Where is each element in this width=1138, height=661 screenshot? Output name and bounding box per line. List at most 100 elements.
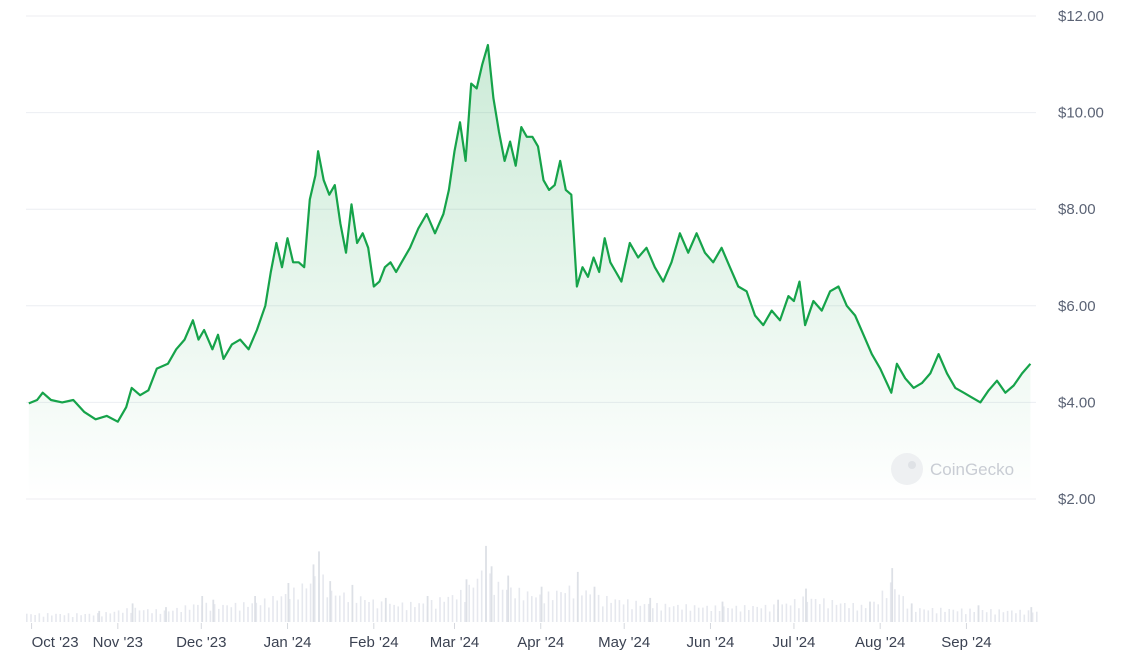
x-tick-label: Nov '23 — [93, 634, 143, 651]
volume-bar — [418, 603, 420, 622]
volume-bar — [614, 599, 617, 622]
volume-bar — [639, 605, 642, 622]
volume-bar — [831, 600, 834, 622]
volume-bar — [389, 603, 391, 622]
volume-bar — [915, 611, 917, 622]
volume-bar — [973, 612, 975, 622]
volume-bar — [748, 610, 750, 622]
volume-bar — [476, 578, 479, 622]
volume-bar — [814, 599, 817, 622]
volume-bar — [602, 606, 604, 622]
volume-bar — [618, 600, 621, 622]
volume-bar — [756, 606, 758, 622]
volume-bar — [254, 596, 256, 622]
volume-bar — [105, 612, 107, 622]
volume-bar — [309, 583, 312, 622]
volume-bar — [222, 604, 224, 622]
volume-bar — [234, 602, 237, 622]
volume-bar — [560, 592, 562, 622]
volume-bar — [902, 596, 904, 622]
volume-bar — [184, 605, 187, 622]
volume-bar — [251, 603, 253, 622]
volume-bar — [593, 586, 596, 622]
volume-bar — [514, 598, 516, 622]
volume-bar — [710, 611, 713, 622]
volume-bar — [885, 598, 888, 622]
volume-bar — [540, 586, 543, 622]
volume-bar — [764, 604, 767, 622]
volume-bar — [243, 602, 245, 622]
volume-bar — [556, 590, 558, 622]
volume-bar — [268, 607, 270, 622]
watermark-text: CoinGecko — [930, 460, 1014, 479]
volume-bar — [485, 545, 487, 622]
volume-bar — [247, 606, 249, 622]
volume-bar — [42, 616, 45, 622]
volume-bar — [88, 613, 91, 622]
volume-bar — [1031, 612, 1034, 622]
volume-bar — [212, 599, 215, 622]
volume-bar — [422, 603, 425, 622]
volume-bar — [439, 597, 441, 622]
volume-bar — [117, 610, 120, 622]
volume-bar — [263, 598, 266, 622]
volume-bar — [660, 610, 662, 622]
x-tick-label: Apr '24 — [517, 634, 564, 651]
volume-bar — [76, 613, 78, 622]
volume-bar — [664, 603, 667, 622]
volume-bar — [218, 608, 220, 622]
volume-bar — [355, 602, 358, 622]
volume-bar — [259, 605, 262, 622]
volume-bar — [472, 587, 475, 622]
volume-bar — [891, 568, 894, 622]
x-axis: Oct '23 Nov '23 Dec '23 Jan '24 Feb '24 Mar '… — [31, 623, 992, 651]
volume-bar — [714, 605, 717, 622]
volume-bar — [447, 596, 450, 622]
volume-bar — [101, 616, 103, 622]
volume-bar — [944, 611, 946, 622]
volume-bar — [597, 594, 600, 622]
volume-bar — [844, 603, 846, 622]
volume-bar — [681, 609, 683, 622]
volume-bar — [990, 609, 992, 622]
volume-bar — [773, 604, 775, 622]
volume-bar — [1027, 610, 1030, 622]
volume-bar — [426, 596, 429, 622]
volume-bar — [960, 608, 963, 622]
volume-bar — [706, 605, 708, 622]
volume-bar — [585, 590, 587, 622]
volume-bar — [806, 601, 809, 622]
volume-bar — [339, 595, 341, 622]
volume-bar — [468, 584, 470, 622]
y-tick-label: $12.00 — [1058, 8, 1104, 25]
volume-bar — [34, 615, 36, 622]
volume-bar — [359, 596, 362, 622]
volume-bar — [151, 613, 153, 622]
volume-bar — [84, 614, 86, 622]
volume-bar — [873, 601, 875, 622]
volume-bar — [697, 607, 700, 622]
volume-bar — [531, 596, 533, 622]
volume-bar — [410, 601, 412, 622]
volume-bar — [326, 597, 329, 622]
x-tick-label: Feb '24 — [349, 634, 399, 651]
volume-bar — [59, 614, 61, 622]
volume-bar — [777, 599, 779, 622]
volume-bar — [702, 607, 704, 622]
volume-bar — [155, 609, 157, 622]
volume-bar — [109, 613, 112, 622]
volume-bar — [723, 606, 725, 622]
volume-bar — [506, 589, 508, 622]
volume-bar — [351, 584, 354, 622]
x-tick-label: Jan '24 — [264, 634, 312, 651]
volume-bar — [297, 599, 299, 622]
volume-bar — [576, 571, 579, 622]
y-tick-label: $6.00 — [1058, 298, 1096, 315]
volume-bar — [656, 603, 658, 622]
volume-bar — [97, 613, 99, 622]
volume-bar — [480, 570, 483, 622]
volume-bar — [1015, 613, 1017, 622]
volume-bar — [401, 602, 404, 622]
volume-bar — [372, 599, 374, 622]
volume-bar — [314, 576, 316, 622]
